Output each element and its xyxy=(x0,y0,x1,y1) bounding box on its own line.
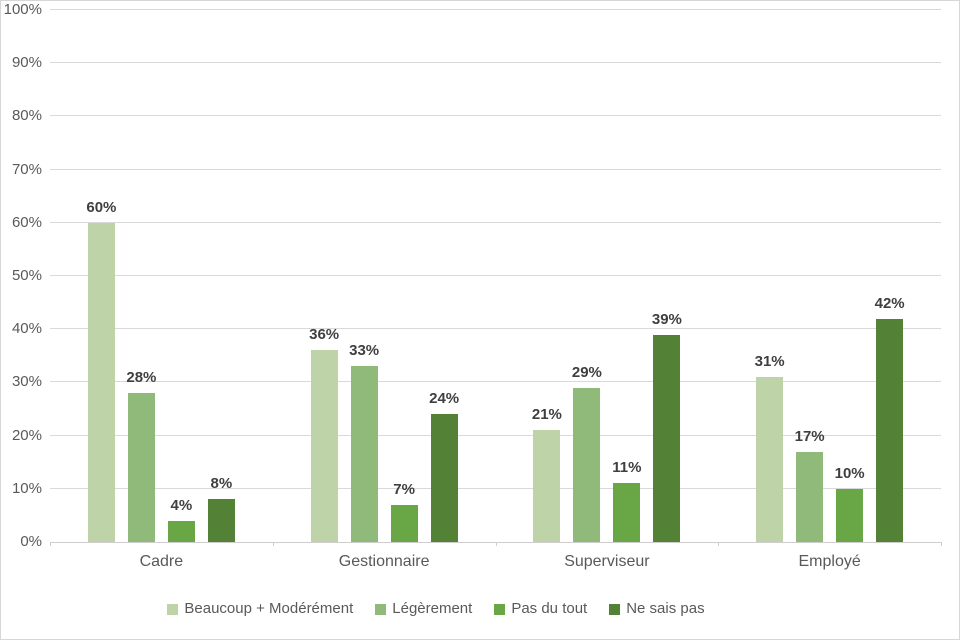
x-axis-category-label: Gestionnaire xyxy=(338,553,430,570)
bar-gestionnaire-s3 xyxy=(390,504,418,542)
bar-gestionnaire-s1 xyxy=(310,350,338,542)
gridline xyxy=(50,275,941,276)
y-axis-tick-label: 60% xyxy=(11,213,42,231)
gridline xyxy=(50,221,941,223)
y-axis-tick-label: 70% xyxy=(11,160,42,178)
data-label: 17% xyxy=(794,427,825,445)
bar-superviseur-s1 xyxy=(533,430,561,542)
x-axis-tick xyxy=(941,542,942,546)
y-axis-tick-label: 50% xyxy=(11,267,42,284)
gridline xyxy=(50,434,941,436)
gridline xyxy=(50,168,941,170)
x-axis-category-label: Employé xyxy=(798,553,861,570)
x-axis-tick xyxy=(718,542,720,546)
legend-item: Beaucoup + Modérément xyxy=(167,601,353,617)
legend-swatch xyxy=(375,603,387,615)
bar-superviseur-s3 xyxy=(613,483,641,542)
y-axis-tick-label: 0% xyxy=(20,533,42,550)
legend-item: Pas du tout xyxy=(494,601,587,617)
data-label: 60% xyxy=(86,198,117,216)
legend-swatch xyxy=(494,603,506,615)
legend-label: Légèrement xyxy=(392,600,473,617)
gridline xyxy=(50,328,941,330)
data-label: 39% xyxy=(651,310,682,328)
y-axis-tick-label: 90% xyxy=(11,54,42,72)
legend-label: Beaucoup + Modérément xyxy=(184,600,354,617)
bar-gestionnaire-s4 xyxy=(430,414,458,542)
x-axis-tick xyxy=(272,542,274,546)
data-label: 29% xyxy=(571,363,602,381)
x-axis-category-label: Superviseur xyxy=(564,553,650,570)
gridline xyxy=(50,381,941,383)
bar-employé-s3 xyxy=(836,488,864,542)
bar-superviseur-s4 xyxy=(653,334,681,542)
x-axis-tick xyxy=(50,542,51,546)
y-axis-tick-label: 100% xyxy=(3,1,42,18)
data-label: 36% xyxy=(309,326,340,344)
y-axis-tick-label: 80% xyxy=(11,107,42,125)
data-label: 33% xyxy=(349,342,380,360)
legend-swatch xyxy=(167,603,179,615)
bar-cadre-s3 xyxy=(167,520,195,542)
x-axis-category-label: Cadre xyxy=(139,553,184,570)
data-label: 10% xyxy=(834,464,865,482)
bar-cadre-s2 xyxy=(127,393,155,542)
bar-employé-s2 xyxy=(796,451,824,542)
data-label: 42% xyxy=(874,294,905,312)
data-label: 31% xyxy=(754,353,785,371)
data-label: 7% xyxy=(393,480,415,498)
legend-label: Ne sais pas xyxy=(626,600,705,617)
data-label: 4% xyxy=(170,496,193,514)
bar-cadre-s1 xyxy=(87,222,115,542)
y-axis-tick-label: 30% xyxy=(11,373,42,391)
legend-item: Légèrement xyxy=(375,601,472,617)
x-axis-tick xyxy=(495,542,497,546)
bar-gestionnaire-s2 xyxy=(350,366,378,542)
bar-employé-s4 xyxy=(876,318,904,542)
bar-employé-s1 xyxy=(756,377,784,542)
y-axis-tick-label: 40% xyxy=(11,320,42,338)
data-label: 24% xyxy=(429,390,460,408)
bar-cadre-s4 xyxy=(207,499,235,542)
data-label: 8% xyxy=(210,475,233,493)
gridline xyxy=(50,9,941,10)
gridline xyxy=(50,487,941,489)
gridline xyxy=(50,115,941,117)
legend-swatch xyxy=(609,603,621,615)
data-label: 28% xyxy=(126,369,157,387)
data-label: 21% xyxy=(531,406,562,424)
y-axis-tick-label: 20% xyxy=(11,426,42,444)
bar-superviseur-s2 xyxy=(573,387,601,542)
data-label: 11% xyxy=(612,459,642,477)
chart-legend: Beaucoup + Modérément Légèrement Pas du to… xyxy=(0,601,960,617)
legend-item: Ne sais pas xyxy=(609,600,705,617)
gridline xyxy=(50,62,941,64)
y-axis-tick-label: 10% xyxy=(11,479,42,497)
legend-label: Pas du tout xyxy=(511,600,588,617)
